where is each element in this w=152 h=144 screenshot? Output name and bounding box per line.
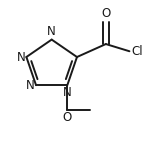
Text: N: N (16, 51, 25, 64)
Text: O: O (63, 111, 72, 124)
Text: N: N (26, 79, 35, 92)
Text: Cl: Cl (131, 45, 143, 58)
Text: N: N (63, 86, 72, 99)
Text: N: N (47, 25, 56, 38)
Text: O: O (101, 7, 111, 20)
